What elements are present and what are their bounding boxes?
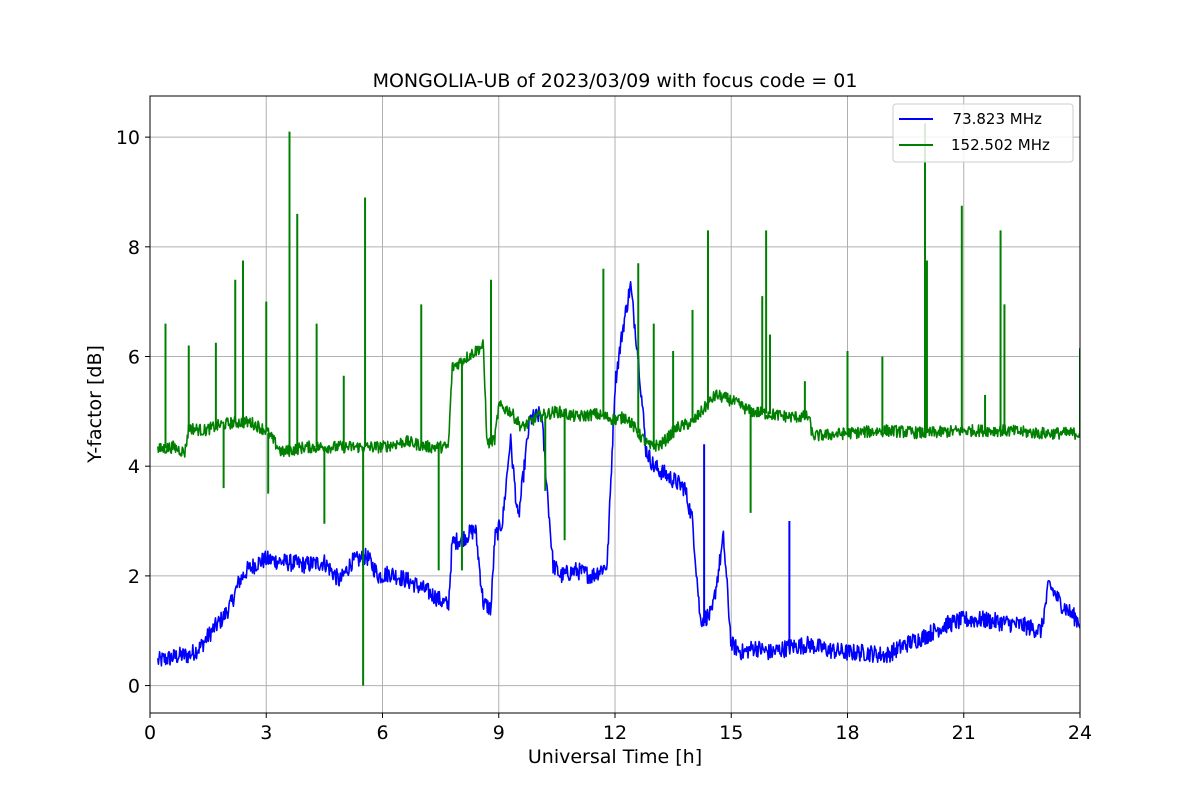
series-layer xyxy=(157,123,1080,686)
y-tick-label: 10 xyxy=(116,127,140,149)
y-axis-label: Y-factor [dB] xyxy=(84,345,106,464)
x-tick-label: 18 xyxy=(835,722,859,744)
y-tick-label: 4 xyxy=(128,456,140,478)
x-tick-label: 3 xyxy=(260,722,272,744)
x-tick-label: 12 xyxy=(603,722,627,744)
x-tick-label: 15 xyxy=(719,722,743,744)
legend: 73.823 MHz 152.502 MHz xyxy=(892,103,1074,163)
legend-label-152mhz: 152.502 MHz xyxy=(951,136,1050,154)
x-tick-label: 24 xyxy=(1068,722,1092,744)
y-tick-label: 6 xyxy=(128,347,140,369)
y-tick-label: 2 xyxy=(128,566,140,588)
x-tick-label: 9 xyxy=(493,722,505,744)
x-tick-label: 21 xyxy=(952,722,976,744)
x-tick-label: 0 xyxy=(144,722,156,744)
legend-label-73mhz: 73.823 MHz xyxy=(943,110,1042,128)
legend-box xyxy=(892,103,1074,163)
y-tick-label: 8 xyxy=(128,237,140,259)
x-axis-label: Universal Time [h] xyxy=(528,746,702,768)
chart-title: MONGOLIA-UB of 2023/03/09 with focus cod… xyxy=(373,70,858,92)
y-tick-label: 0 xyxy=(128,676,140,698)
x-tick-label: 6 xyxy=(376,722,388,744)
series-73mhz-line xyxy=(157,280,1080,667)
